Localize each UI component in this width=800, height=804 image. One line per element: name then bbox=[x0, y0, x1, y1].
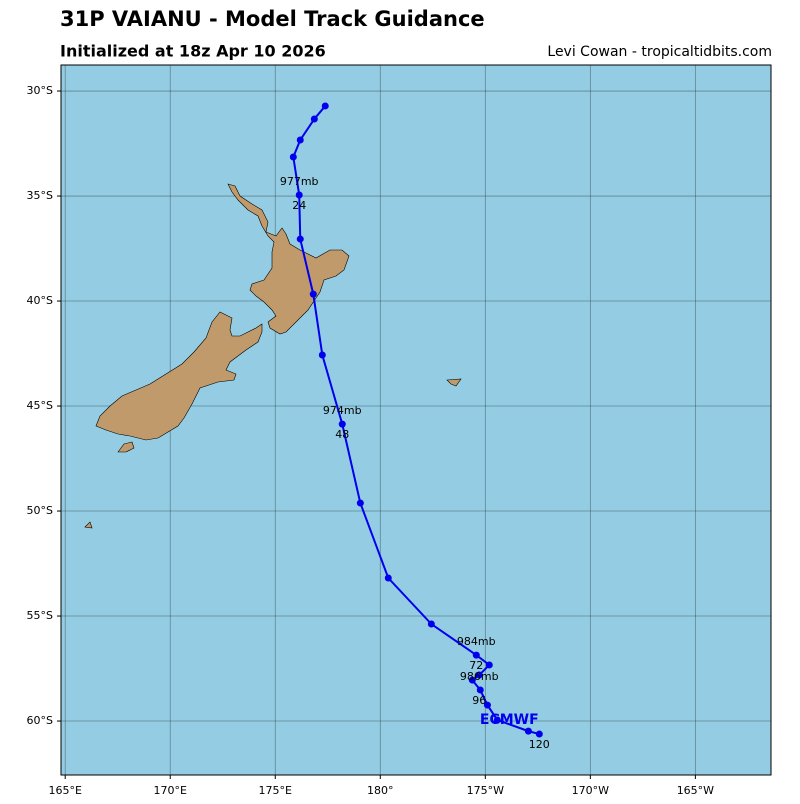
track-annotation: 24 bbox=[292, 199, 306, 212]
track-point bbox=[356, 499, 364, 507]
x-tick-label: 180° bbox=[367, 784, 394, 797]
track-point bbox=[321, 102, 329, 110]
track-point bbox=[296, 235, 304, 243]
track-annotation: 974mb bbox=[323, 404, 362, 417]
track-point bbox=[289, 153, 297, 161]
track-point bbox=[472, 651, 480, 659]
south-island bbox=[95, 311, 263, 441]
track-point bbox=[476, 686, 484, 694]
x-tick-label: 175°W bbox=[467, 784, 504, 797]
credit: Levi Cowan - tropicaltidbits.com bbox=[547, 44, 772, 60]
track-point bbox=[296, 136, 304, 144]
track-name: ECMWF bbox=[480, 712, 539, 728]
north-island bbox=[227, 183, 350, 335]
track-annotation: 977mb bbox=[280, 175, 319, 188]
land bbox=[84, 183, 462, 529]
y-tick-label: 30°S bbox=[27, 84, 53, 97]
track-point bbox=[524, 727, 532, 735]
y-tick-label: 55°S bbox=[27, 609, 53, 622]
y-tick-label: 45°S bbox=[27, 399, 53, 412]
track-point bbox=[384, 574, 392, 582]
x-tick-label: 165°W bbox=[677, 784, 714, 797]
track-point bbox=[318, 351, 326, 359]
track-point bbox=[475, 671, 483, 679]
track-point bbox=[485, 661, 493, 669]
x-tick-label: 170°W bbox=[572, 784, 609, 797]
title: 31P VAIANU - Model Track Guidance bbox=[60, 7, 485, 31]
map-frame bbox=[60, 64, 772, 776]
track-point bbox=[468, 676, 476, 684]
track-annotation: 96 bbox=[472, 694, 486, 707]
track-point bbox=[427, 620, 435, 628]
y-tick-label: 35°S bbox=[27, 189, 53, 202]
track-point bbox=[535, 730, 543, 738]
track-annotation: 986mb bbox=[460, 670, 499, 683]
stewart-island bbox=[117, 441, 135, 453]
track-point bbox=[310, 115, 318, 123]
x-tick-label: 165°E bbox=[48, 784, 81, 797]
y-tick-label: 40°S bbox=[27, 294, 53, 307]
auckland-island bbox=[84, 521, 93, 529]
subtitle: Initialized at 18z Apr 10 2026 bbox=[60, 42, 326, 61]
track-annotation: 120 bbox=[529, 738, 550, 751]
track-annotation: 984mb bbox=[457, 635, 496, 648]
track-annotation: 48 bbox=[335, 428, 349, 441]
chatham-island bbox=[446, 378, 462, 387]
y-tick-label: 50°S bbox=[27, 504, 53, 517]
y-tick-label: 60°S bbox=[27, 714, 53, 727]
track-point bbox=[295, 191, 303, 199]
track-point bbox=[338, 420, 346, 428]
x-tick-label: 170°E bbox=[154, 784, 187, 797]
track-point bbox=[483, 701, 491, 709]
x-tick-label: 175°E bbox=[259, 784, 292, 797]
track-annotation: 72 bbox=[469, 659, 483, 672]
track-point bbox=[493, 716, 501, 724]
track-point bbox=[309, 290, 317, 298]
